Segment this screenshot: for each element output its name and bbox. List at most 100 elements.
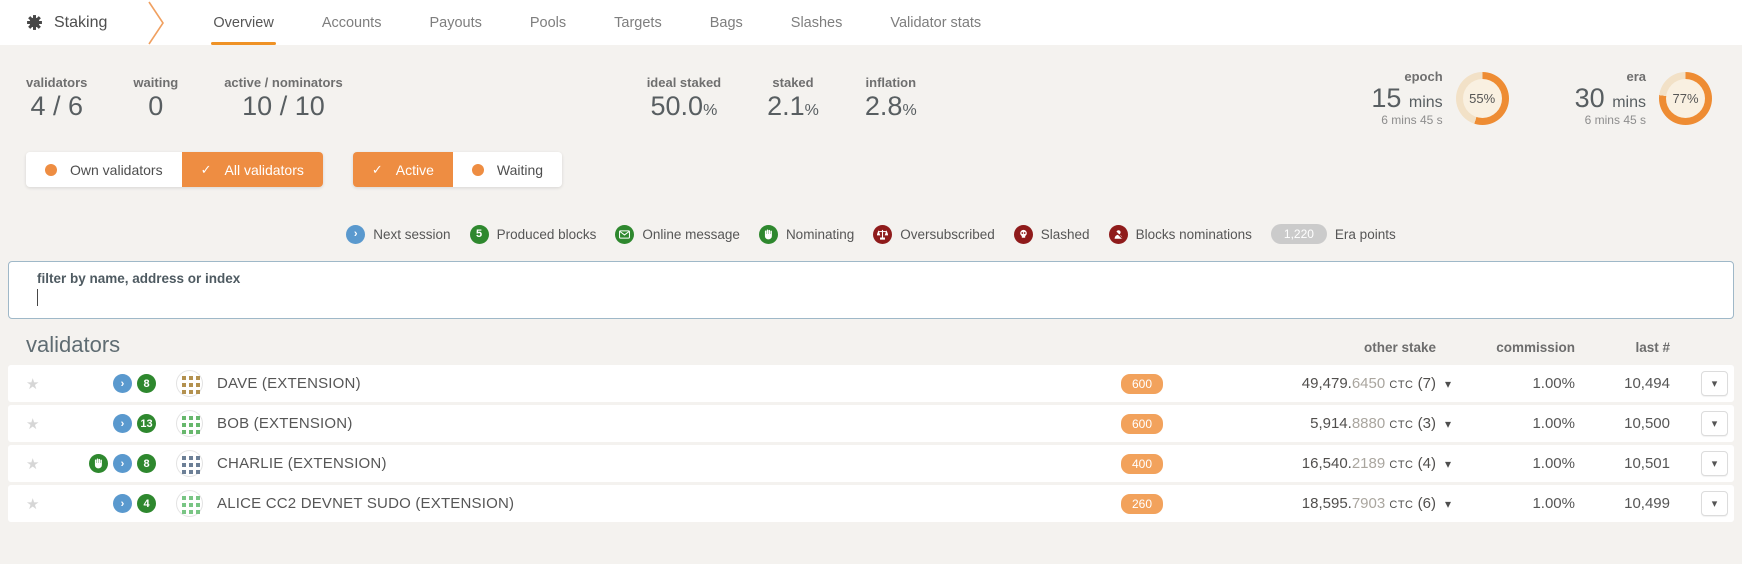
scales-icon xyxy=(873,224,893,244)
chevron-down-icon: ▾ xyxy=(1711,458,1718,470)
other-stake-cell: 16,540.2189 CTC (4) xyxy=(1301,455,1436,472)
stat-value: 0 xyxy=(148,90,164,121)
epoch-value: 15 mins xyxy=(1371,82,1443,113)
last-block-cell: 10,494 xyxy=(1624,375,1670,392)
staking-gear-icon xyxy=(27,15,42,30)
column-last-block: last # xyxy=(1635,340,1670,355)
tab-overview[interactable]: Overview xyxy=(189,0,297,45)
tab-slashes[interactable]: Slashes xyxy=(790,14,843,31)
era-points-cell: 600 xyxy=(1121,413,1201,434)
toggle-waiting[interactable]: Waiting xyxy=(452,152,563,187)
epoch-label: epoch xyxy=(1404,68,1443,84)
legend-era-points: 1,220 Era points xyxy=(1270,224,1396,244)
check-icon: ✓ xyxy=(200,161,212,177)
legend-label: Slashed xyxy=(1040,226,1090,242)
app-brand: Staking xyxy=(26,0,107,45)
stake-expander-caret[interactable]: ▾ xyxy=(1444,416,1452,431)
stat-ideal-staked: ideal staked 50.0% xyxy=(647,75,721,122)
row-menu-button[interactable]: ▾ xyxy=(1701,491,1728,516)
stat-inflation: inflation 2.8% xyxy=(865,75,917,122)
toggle-label: All validators xyxy=(224,161,304,178)
toggle-own-validators[interactable]: Own validators xyxy=(26,152,182,187)
filter-input-label: filter by name, address or index xyxy=(37,271,241,286)
row-status-icons: › 13 xyxy=(56,414,156,433)
tab-accounts[interactable]: Accounts xyxy=(321,14,382,31)
row-status-icons: › 8 xyxy=(56,454,156,473)
tab-targets[interactable]: Targets xyxy=(614,14,662,31)
validator-filter-toggles: Own validators ✓ All validators ✓ Active… xyxy=(0,152,1742,187)
stat-label: active / nominators xyxy=(224,74,343,90)
progress-clocks: epoch 15 mins 6 mins 45 s 55% era 30 min… xyxy=(1371,69,1712,127)
app-title: Staking xyxy=(54,13,108,31)
last-block-cell: 10,500 xyxy=(1624,415,1670,432)
top-nav: Staking Overview Accounts Payouts Pools … xyxy=(0,0,1742,45)
other-stake-cell: 49,479.6450 CTC (7) xyxy=(1301,375,1436,392)
envelope-icon xyxy=(615,224,635,244)
favorite-star-icon[interactable]: ★ xyxy=(26,495,40,513)
stat-value: 2.8% xyxy=(864,90,917,121)
tab-payouts[interactable]: Payouts xyxy=(429,14,482,31)
epoch-percent: 55% xyxy=(1469,90,1496,106)
toggle-active[interactable]: ✓ Active xyxy=(352,152,453,187)
era-points-badge: 600 xyxy=(1121,413,1164,434)
produced-blocks-count: 8 xyxy=(137,374,156,393)
toggle-all-validators[interactable]: ✓ All validators xyxy=(181,152,323,187)
era-points-cell: 400 xyxy=(1121,453,1201,474)
favorite-star-icon[interactable]: ★ xyxy=(26,415,40,433)
validator-name[interactable]: DAVE (EXTENSION) xyxy=(217,375,361,392)
column-commission: commission xyxy=(1496,340,1575,355)
legend-label: Produced blocks xyxy=(496,226,597,242)
status-legend: › Next session 5 Produced blocks Online … xyxy=(0,224,1742,244)
last-block-cell: 10,499 xyxy=(1624,495,1670,512)
era-percent: 77% xyxy=(1672,90,1699,106)
stat-label: inflation xyxy=(865,74,917,90)
stake-expander-caret[interactable]: ▾ xyxy=(1444,496,1452,511)
era-value: 30 mins xyxy=(1574,82,1646,113)
avatar[interactable] xyxy=(176,450,203,477)
row-menu-button[interactable]: ▾ xyxy=(1701,451,1728,476)
produced-blocks-icon: 5 xyxy=(469,224,489,244)
favorite-star-icon[interactable]: ★ xyxy=(26,375,40,393)
avatar[interactable] xyxy=(176,370,203,397)
next-session-icon: › xyxy=(113,494,132,513)
era-progress-ring: 77% xyxy=(1659,71,1712,125)
blocked-person-icon xyxy=(1108,224,1128,244)
produced-blocks-count: 8 xyxy=(137,454,156,473)
other-stake-cell: 5,914.8880 CTC (3) xyxy=(1310,415,1436,432)
avatar[interactable] xyxy=(176,410,203,437)
era-points-badge: 400 xyxy=(1121,453,1164,474)
validator-name[interactable]: ALICE CC2 DEVNET SUDO (EXTENSION) xyxy=(217,495,515,512)
radio-dot-icon xyxy=(45,163,57,176)
row-status-icons: › 4 xyxy=(56,494,156,513)
filter-input[interactable]: filter by name, address or index xyxy=(8,261,1734,319)
epoch-progress-ring: 55% xyxy=(1455,71,1509,125)
text-cursor xyxy=(37,289,38,306)
favorite-star-icon[interactable]: ★ xyxy=(26,455,40,473)
legend-label: Era points xyxy=(1334,226,1396,242)
commission-cell: 1.00% xyxy=(1532,415,1575,432)
validator-name[interactable]: BOB (EXTENSION) xyxy=(217,415,353,432)
table-row-dave: ★ › 8 DAVE (EXTENSION) 600 49,479.6450 C… xyxy=(8,365,1734,402)
epoch-clock: epoch 15 mins 6 mins 45 s 55% xyxy=(1371,68,1509,128)
produced-blocks-count: 13 xyxy=(137,414,156,433)
tab-pools[interactable]: Pools xyxy=(529,14,567,31)
row-menu-button[interactable]: ▾ xyxy=(1701,371,1728,396)
stat-staked: staked 2.1% xyxy=(767,75,819,122)
tab-bags[interactable]: Bags xyxy=(709,14,743,31)
avatar[interactable] xyxy=(176,490,203,517)
validator-name[interactable]: CHARLIE (EXTENSION) xyxy=(217,455,387,472)
tab-validator-stats[interactable]: Validator stats xyxy=(890,14,982,31)
epoch-elapsed: 6 mins 45 s xyxy=(1381,113,1443,128)
stake-expander-caret[interactable]: ▾ xyxy=(1444,376,1452,391)
last-block-cell: 10,501 xyxy=(1624,455,1670,472)
stat-label: waiting xyxy=(133,74,179,90)
era-points-cell: 600 xyxy=(1121,373,1201,394)
legend-label: Nominating xyxy=(785,226,855,242)
skull-icon xyxy=(1013,224,1033,244)
stake-expander-caret[interactable]: ▾ xyxy=(1444,456,1452,471)
legend-online-message: Online message xyxy=(615,224,740,244)
row-menu-button[interactable]: ▾ xyxy=(1701,411,1728,436)
column-other-stake: other stake xyxy=(1363,340,1436,355)
era-label: era xyxy=(1626,68,1646,84)
nominating-hand-icon xyxy=(89,454,108,473)
